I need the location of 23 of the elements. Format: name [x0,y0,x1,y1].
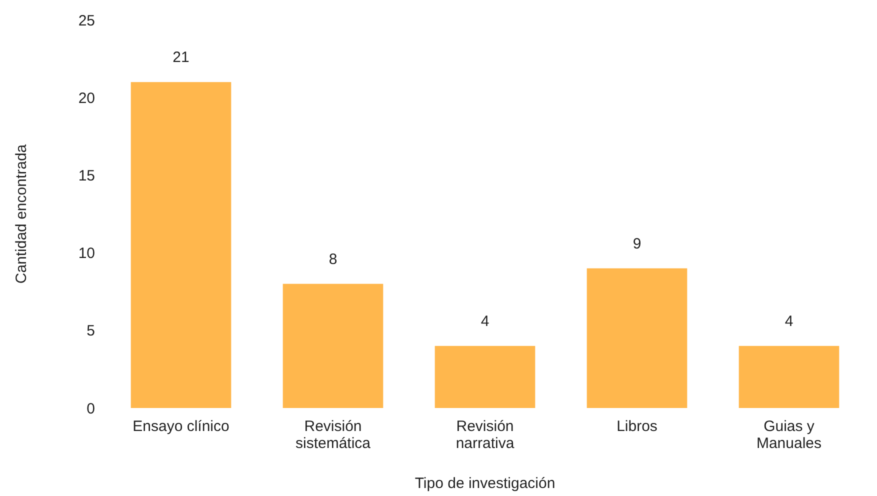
y-tick-label: 10 [78,245,95,262]
bar [738,346,840,408]
data-label: 8 [328,250,338,268]
bar [282,284,384,408]
y-tick-label: 15 [78,167,95,184]
x-tick-label: Ensayo clínico [132,418,230,435]
x-axis-title: Tipo de investigación [414,475,556,492]
y-axis-title: Cantidad encontrada [13,144,30,284]
data-label: 4 [480,312,490,330]
y-tick-label: 20 [78,90,95,107]
y-tick-label: 25 [78,12,95,30]
x-tick-label: Revisión narrativa [456,418,515,452]
y-tick-label: 5 [86,322,95,340]
bar [434,346,536,408]
y-tick-label: 0 [86,400,95,418]
bar [586,268,688,408]
data-label: 9 [632,235,642,252]
x-tick-label: Guias y Manuales [756,418,822,452]
data-label: 21 [172,49,190,66]
x-tick-label: Revisión sistemática [295,418,372,452]
x-tick-label: Libros [616,418,658,435]
bar [130,82,232,408]
data-label: 4 [784,312,794,330]
